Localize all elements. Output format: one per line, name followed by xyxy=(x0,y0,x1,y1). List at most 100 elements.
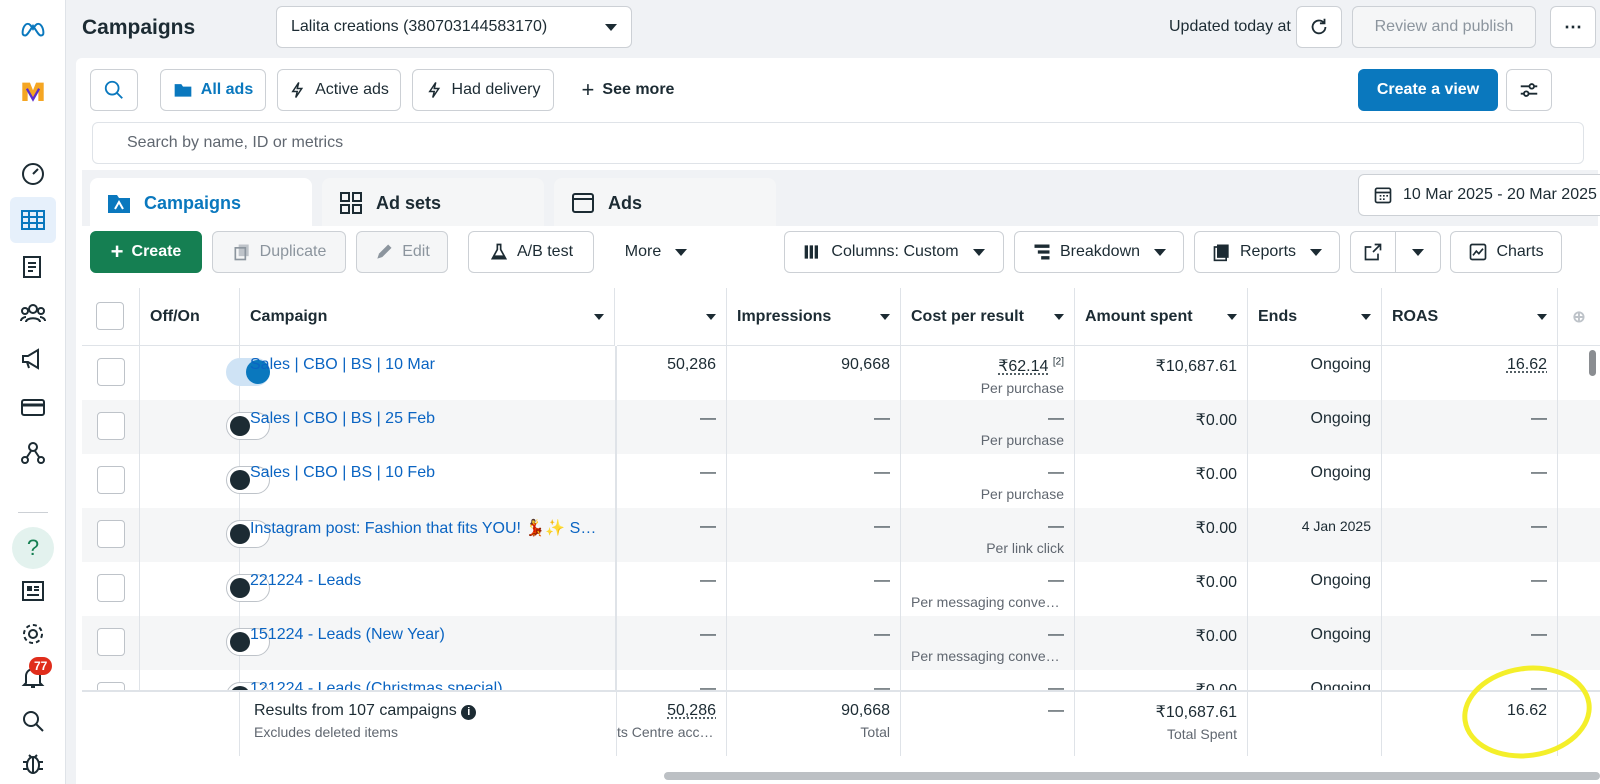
ad-window-icon xyxy=(572,193,594,213)
campaign-toggle[interactable] xyxy=(226,628,270,656)
row-toggle-cell xyxy=(140,454,270,508)
header-reach[interactable] xyxy=(617,288,727,346)
row-toggle-cell xyxy=(140,346,270,400)
breakdown-icon xyxy=(1034,244,1050,260)
network-icon[interactable] xyxy=(16,436,50,470)
table-row[interactable]: Sales | CBO | BS | 10 Mar 50,286 90,668 ₹62… xyxy=(82,346,1600,400)
export-dropdown-button[interactable] xyxy=(1395,231,1441,273)
campaign-toggle[interactable] xyxy=(226,358,270,386)
breakdown-button[interactable]: Breakdown xyxy=(1014,231,1184,273)
chevron-down-icon xyxy=(1154,248,1167,256)
more-actions-button[interactable]: More xyxy=(606,231,706,273)
help-icon[interactable]: ? xyxy=(12,527,54,569)
table-row[interactable]: Sales | CBO | BS | 10 Feb — — — Per purchase… xyxy=(82,454,1600,508)
chevron-down-icon xyxy=(1412,248,1424,256)
row-campaign-cell: 151224 - Leads (New Year) xyxy=(240,616,617,670)
campaign-name-link[interactable]: Sales | CBO | BS | 10 Feb xyxy=(250,464,435,481)
create-view-button[interactable]: Create a view xyxy=(1358,69,1498,111)
audiences-icon[interactable] xyxy=(16,296,50,330)
tab-ad-sets-label: Ad sets xyxy=(376,192,442,213)
campaign-name-link[interactable]: 151224 - Leads (New Year) xyxy=(250,626,445,643)
header-ends[interactable]: Ends xyxy=(1248,288,1382,346)
campaign-name-link[interactable]: Sales | CBO | BS | 25 Feb xyxy=(250,410,435,427)
ab-test-button[interactable]: A/B test xyxy=(468,231,594,273)
table-row[interactable]: 221224 - Leads — — — Per messaging convers… ₹… xyxy=(82,562,1600,616)
campaign-toggle[interactable] xyxy=(226,466,270,494)
create-button[interactable]: + Create xyxy=(90,231,202,273)
tab-ad-sets[interactable]: Ad sets xyxy=(322,178,544,228)
row-impressions-cell: — xyxy=(727,400,901,454)
edit-button[interactable]: Edit xyxy=(356,231,448,273)
charts-button[interactable]: Charts xyxy=(1450,231,1562,273)
had-delivery-filter[interactable]: Had delivery xyxy=(412,69,554,111)
search-input[interactable]: Search by name, ID or metrics xyxy=(92,122,1584,164)
news-icon[interactable] xyxy=(16,574,50,608)
filter-settings-button[interactable] xyxy=(1506,69,1552,111)
duplicate-button[interactable]: Duplicate xyxy=(212,231,346,273)
cpr-value: — xyxy=(1048,518,1064,535)
header-roas[interactable]: ROAS xyxy=(1382,288,1558,346)
header-cost-per-result-label: Cost per result xyxy=(911,307,1024,325)
row-campaign-cell: Instagram post: Fashion that fits YOU! 💃… xyxy=(240,508,617,562)
chevron-down-icon xyxy=(972,248,985,256)
campaign-name-link[interactable]: Sales | CBO | BS | 10 Mar xyxy=(250,356,435,373)
row-impressions-cell: — xyxy=(727,454,901,508)
chevron-down-icon xyxy=(706,313,716,320)
header-impressions[interactable]: Impressions xyxy=(727,288,901,346)
dashboard-gauge-icon[interactable] xyxy=(16,156,50,190)
reports-button[interactable]: Reports xyxy=(1194,231,1340,273)
spent-value: ₹0.00 xyxy=(1195,628,1237,645)
account-selector[interactable]: Lalita creations (380703144583170) xyxy=(276,6,632,48)
table-row[interactable]: 151224 - Leads (New Year) — — — Per messagin… xyxy=(82,616,1600,670)
all-ads-filter[interactable]: All ads xyxy=(160,69,266,111)
campaign-name-link[interactable]: Instagram post: Fashion that fits YOU! 💃… xyxy=(250,520,605,537)
bug-report-icon[interactable] xyxy=(16,746,50,780)
header-off-on[interactable]: Off/On xyxy=(140,288,240,346)
table-row[interactable]: Instagram post: Fashion that fits YOU! 💃… xyxy=(82,508,1600,562)
row-spent-cell: ₹0.00 xyxy=(1075,616,1248,670)
add-column-icon[interactable]: ⊕ xyxy=(1558,288,1600,346)
campaign-name-link[interactable]: 221224 - Leads xyxy=(250,572,362,589)
date-range-picker[interactable]: 10 Mar 2025 - 20 Mar 2025 xyxy=(1358,174,1600,216)
billing-card-icon[interactable] xyxy=(16,390,50,424)
campaign-toggle[interactable] xyxy=(226,520,270,548)
info-icon[interactable]: i xyxy=(461,705,477,720)
header-campaign[interactable]: Campaign xyxy=(240,288,615,346)
horizontal-scrollbar[interactable] xyxy=(664,772,1600,780)
settings-gear-icon[interactable] xyxy=(16,617,50,651)
see-more-filter[interactable]: + See more xyxy=(566,69,690,111)
row-impressions-cell: 90,668 xyxy=(727,346,901,400)
meta-logo-icon[interactable] xyxy=(16,12,50,46)
more-options-button[interactable]: ⋯ xyxy=(1550,6,1596,48)
export-button[interactable] xyxy=(1350,231,1396,273)
search-button[interactable] xyxy=(90,69,138,111)
vertical-scrollbar[interactable] xyxy=(1589,350,1596,376)
row-checkbox[interactable] xyxy=(97,574,125,602)
account-avatar-icon[interactable] xyxy=(16,74,50,108)
campaign-toggle[interactable] xyxy=(226,574,270,602)
row-checkbox[interactable] xyxy=(97,628,125,656)
campaigns-table-icon[interactable] xyxy=(10,197,56,243)
select-all-checkbox[interactable] xyxy=(96,302,124,330)
row-reach-cell: — xyxy=(617,562,727,616)
search-icon[interactable] xyxy=(16,704,50,738)
reports-label: Reports xyxy=(1239,243,1297,260)
row-ends-cell: 4 Jan 2025 xyxy=(1248,508,1382,562)
columns-button[interactable]: Columns: Custom xyxy=(784,231,1004,273)
header-amount-spent[interactable]: Amount spent xyxy=(1075,288,1248,346)
pages-icon[interactable] xyxy=(16,250,50,284)
header-cost-per-result[interactable]: Cost per result xyxy=(901,288,1075,346)
review-publish-button[interactable]: Review and publish xyxy=(1352,6,1536,48)
tab-ads[interactable]: Ads xyxy=(554,178,776,228)
row-checkbox[interactable] xyxy=(97,412,125,440)
campaign-toggle[interactable] xyxy=(226,412,270,440)
table-row[interactable]: Sales | CBO | BS | 25 Feb — — — Per purchase… xyxy=(82,400,1600,454)
refresh-button[interactable] xyxy=(1296,6,1342,48)
row-checkbox[interactable] xyxy=(97,466,125,494)
had-delivery-label: Had delivery xyxy=(451,81,541,98)
row-checkbox[interactable] xyxy=(97,520,125,548)
megaphone-icon[interactable] xyxy=(16,342,50,376)
active-ads-filter[interactable]: Active ads xyxy=(277,69,401,111)
row-checkbox[interactable] xyxy=(97,358,125,386)
tab-campaigns[interactable]: Campaigns xyxy=(90,178,312,228)
